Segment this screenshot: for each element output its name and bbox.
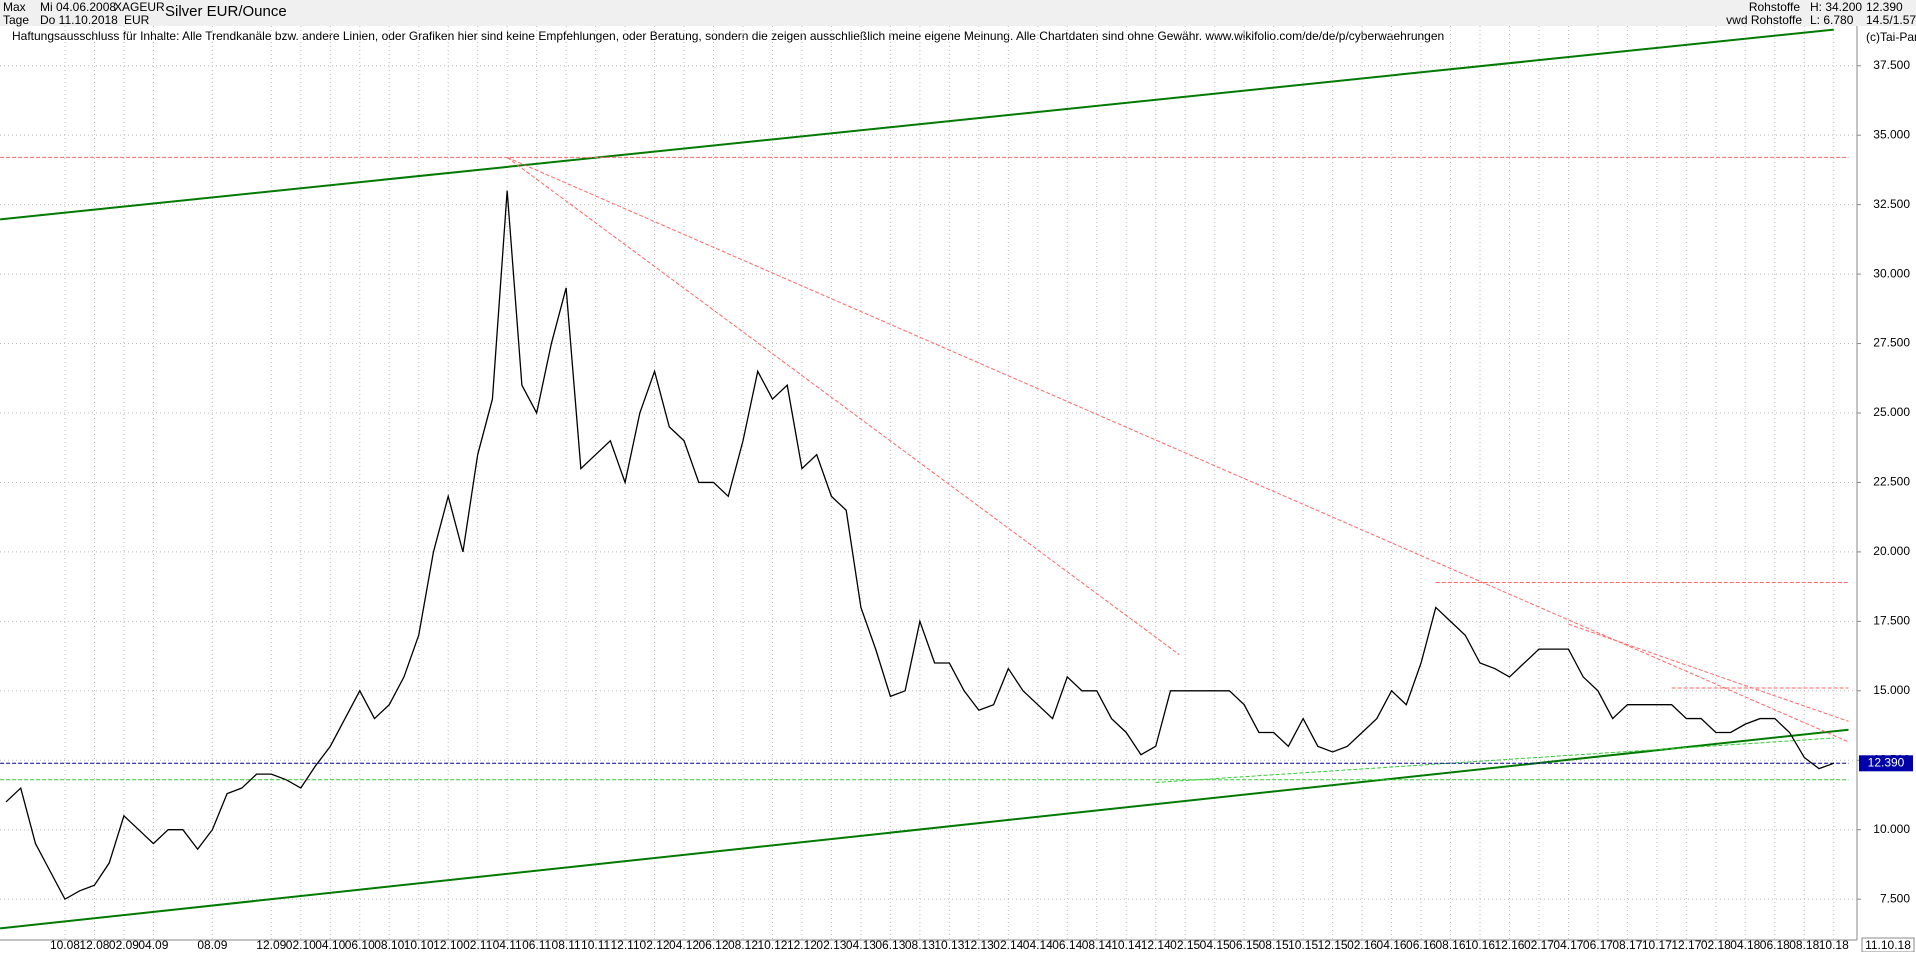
y-tick-label: 15.000 xyxy=(1873,683,1910,697)
last-value-label: 12.390 xyxy=(1868,755,1905,769)
x-tick-label: 02.10 xyxy=(286,938,316,952)
x-tick-label: 12.14 xyxy=(1141,938,1171,952)
x-tick-label: 04.09 xyxy=(138,938,168,952)
x-tick-label: 08.13 xyxy=(905,938,935,952)
symbol: XAGEUR xyxy=(114,0,165,14)
x-tick-label: 08.15 xyxy=(1259,938,1289,952)
x-tick-label: 12.12 xyxy=(787,938,817,952)
x-tick-label: 02.17 xyxy=(1524,938,1554,952)
x-tick-label: 04.14 xyxy=(1023,938,1053,952)
x-tick-label: 02.11 xyxy=(463,938,492,952)
x-tick-label: 04.17 xyxy=(1553,938,1583,952)
x-tick-label: 12.08 xyxy=(79,938,109,952)
y-tick-label: 20.000 xyxy=(1873,544,1910,558)
x-tick-label: 10.10 xyxy=(404,938,434,952)
y-tick-label: 32.500 xyxy=(1873,197,1910,211)
x-tick-label: 08.14 xyxy=(1082,938,1112,952)
y-tick-label: 22.500 xyxy=(1873,475,1910,489)
y-tick-label: 7.500 xyxy=(1880,891,1910,905)
x-tick-label: 02.12 xyxy=(640,938,670,952)
x-tick-label: 06.14 xyxy=(1052,938,1082,952)
x-tick-label: 06.18 xyxy=(1760,938,1790,952)
y-tick-label: 37.500 xyxy=(1873,58,1910,72)
x-tick-label: 08.12 xyxy=(728,938,758,952)
y-tick-label: 10.000 xyxy=(1873,822,1910,836)
x-tick-label: 06.17 xyxy=(1583,938,1613,952)
period[interactable]: Tage xyxy=(3,13,29,27)
price-line xyxy=(5,190,1834,901)
x-tick-label: 02.13 xyxy=(816,938,846,952)
end-date: 11.10.18 xyxy=(1865,938,1911,952)
x-tick-label: 12.13 xyxy=(964,938,994,952)
x-tick-label: 04.16 xyxy=(1377,938,1407,952)
x-tick-label: 02.18 xyxy=(1701,938,1731,952)
x-tick-label: 04.13 xyxy=(846,938,876,952)
x-tick-label: 04.12 xyxy=(669,938,699,952)
to-date: Do 11.10.2018 xyxy=(40,13,118,27)
y-tick-label: 17.500 xyxy=(1873,614,1910,628)
copyright: (c)Tai-Pan xyxy=(1866,30,1916,44)
x-tick-label: 04.11 xyxy=(493,938,522,952)
x-tick-label: 04.18 xyxy=(1730,938,1760,952)
x-tick-label: 04.15 xyxy=(1200,938,1230,952)
x-tick-label: 12.10 xyxy=(433,938,463,952)
x-tick-label: 08.17 xyxy=(1612,938,1642,952)
x-tick-label: 06.15 xyxy=(1229,938,1259,952)
trend-line xyxy=(0,728,1849,930)
range[interactable]: Max xyxy=(3,0,26,14)
x-tick-label: 08.16 xyxy=(1436,938,1466,952)
x-tick-label: 08.10 xyxy=(374,938,404,952)
x-tick-label: 10.18 xyxy=(1819,938,1849,952)
x-tick-label: 10.17 xyxy=(1642,938,1672,952)
x-tick-label: 08.11 xyxy=(552,938,581,952)
x-tick-label: 06.10 xyxy=(345,938,375,952)
x-tick-label: 10.16 xyxy=(1465,938,1495,952)
y-tick-label: 25.000 xyxy=(1873,405,1910,419)
x-tick-label: 12.17 xyxy=(1671,938,1701,952)
x-tick-label: 06.11 xyxy=(522,938,551,952)
x-tick-label: 12.11 xyxy=(611,938,640,952)
last: 12.390 xyxy=(1866,0,1903,14)
currency: EUR xyxy=(124,13,150,27)
x-tick-label: 06.12 xyxy=(699,938,729,952)
x-tick-label: 04.10 xyxy=(315,938,345,952)
x-tick-label: 08.18 xyxy=(1789,938,1819,952)
disclaimer: Haftungsausschluss für Inhalte: Alle Tre… xyxy=(12,29,1444,43)
trend-line xyxy=(506,156,1849,743)
low: L: 6.780 xyxy=(1810,13,1854,27)
change: 14.5/1.570 xyxy=(1866,13,1916,27)
from-date: Mi 04.06.2008 xyxy=(40,0,116,14)
x-tick-label: 10.08 xyxy=(50,938,80,952)
x-tick-label: 02.16 xyxy=(1347,938,1377,952)
y-tick-label: 30.000 xyxy=(1873,266,1910,280)
x-tick-label: 12.09 xyxy=(256,938,286,952)
last-value-box xyxy=(1859,755,1913,772)
trend-line xyxy=(0,28,1834,221)
x-tick-label: 10.13 xyxy=(934,938,964,952)
x-tick-label: 02.15 xyxy=(1170,938,1200,952)
y-tick-label: 35.000 xyxy=(1873,127,1910,141)
x-tick-label: 08.09 xyxy=(197,938,227,952)
trend-line xyxy=(1155,737,1834,783)
trend-line xyxy=(1568,623,1849,722)
x-tick-label: 10.14 xyxy=(1111,938,1141,952)
header-bar xyxy=(0,0,1916,26)
trend-line xyxy=(506,157,1180,656)
x-tick-label: 10.15 xyxy=(1288,938,1318,952)
x-tick-label: 06.16 xyxy=(1406,938,1436,952)
x-tick-label: 12.15 xyxy=(1318,938,1348,952)
high: H: 34.200 xyxy=(1810,0,1862,14)
x-tick-label: 02.14 xyxy=(993,938,1023,952)
exchange: Rohstoffe xyxy=(1749,0,1800,14)
y-tick-label: 27.500 xyxy=(1873,336,1910,350)
x-tick-label: 10.12 xyxy=(757,938,787,952)
x-tick-label: 12.16 xyxy=(1494,938,1524,952)
x-tick-label: 02.09 xyxy=(109,938,139,952)
x-tick-label: 10.11 xyxy=(581,938,610,952)
x-tick-label: 06.13 xyxy=(875,938,905,952)
source: vwd Rohstoffe xyxy=(1726,13,1802,27)
chart-title: Silver EUR/Ounce xyxy=(165,3,287,20)
